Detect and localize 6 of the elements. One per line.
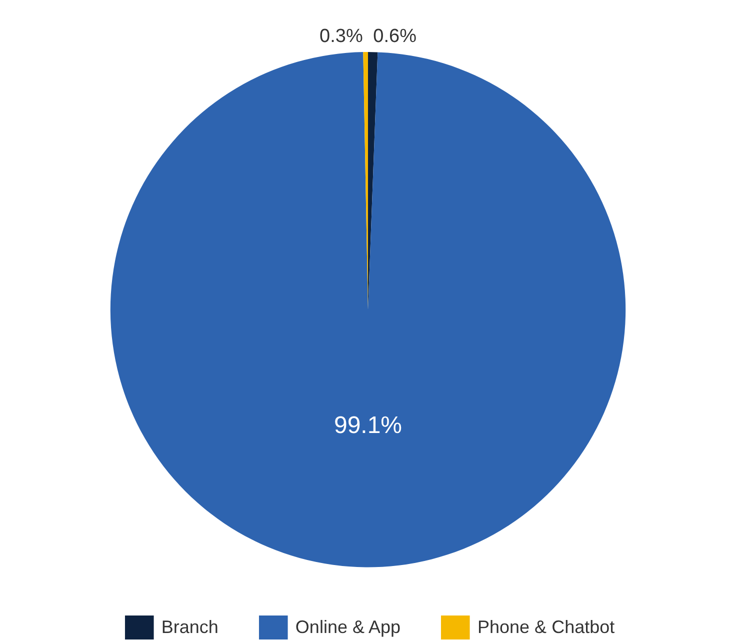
legend-label: Branch (161, 616, 218, 638)
legend-label: Phone & Chatbot (478, 616, 615, 638)
legend-label: Online & App (295, 616, 401, 638)
data-label: 0.3% (320, 26, 363, 47)
data-label: 99.1% (334, 412, 402, 440)
data-label: 0.6% (373, 26, 417, 47)
